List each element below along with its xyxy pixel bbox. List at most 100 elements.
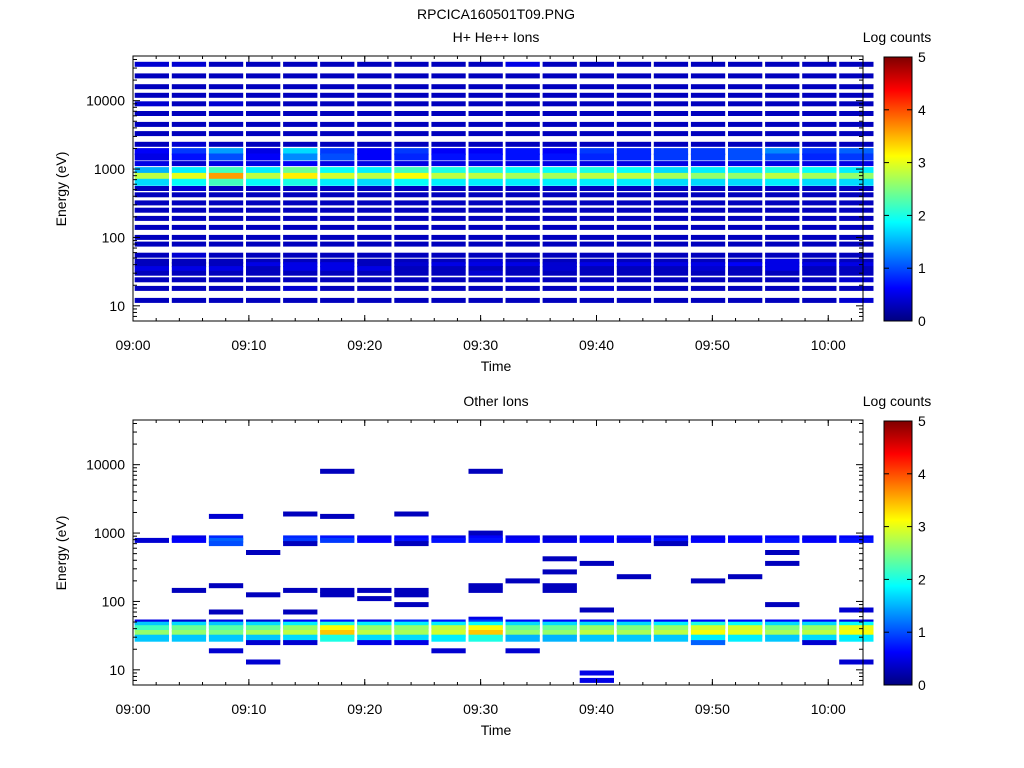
heatmap-cell [802,215,837,221]
heatmap-cell [283,511,318,517]
heatmap-cell [320,121,355,127]
heatmap-cell [839,161,874,167]
heatmap-cell [616,121,652,127]
heatmap-cell [134,537,169,543]
heatmap-cell [134,153,169,161]
heatmap-cell [320,587,355,593]
heatmap-cell [134,234,169,240]
heatmap-cell [579,153,614,161]
heatmap-cell [283,541,318,547]
heatmap-cell [171,131,207,137]
heatmap-cell [320,215,355,221]
colorbar-tick-label: 4 [918,102,926,118]
heatmap-cell [728,186,763,191]
heatmap-cell [765,131,800,137]
heatmap-cell [542,537,577,543]
heatmap-cell [208,200,244,206]
heatmap-cell [246,297,281,303]
heatmap-cell [394,511,429,517]
heatmap-cell [468,92,503,98]
colorbar-tick-label: 4 [918,466,926,482]
heatmap-cell [468,277,503,283]
heatmap-cell [542,241,577,247]
heatmap-cell [394,537,429,543]
heatmap-cell [468,178,503,186]
heatmap-cell [468,73,503,79]
heatmap-cell [394,277,429,283]
heatmap-cell [839,200,874,206]
heatmap-cell [320,101,355,107]
heatmap-cell [616,270,652,276]
heatmap-cell [283,241,318,247]
heatmap-cell [357,141,392,147]
heatmap-cell [616,131,652,137]
heatmap-cell [728,285,763,291]
heatmap-cell [246,161,281,167]
heatmap-cell [468,583,503,589]
heatmap-cell [765,178,800,186]
heatmap-cell [728,61,763,67]
heatmap-cell [171,167,207,175]
heatmap-cell [765,224,800,230]
heatmap-cell [802,277,837,283]
y-axis-label: Energy (eV) [53,516,69,591]
heatmap-cell [802,297,837,303]
heatmap-cell [283,234,318,240]
heatmap-cell [765,61,800,67]
heatmap-cell [690,141,726,147]
colorbar-tick-label: 3 [918,155,926,171]
heatmap-cell [431,192,466,198]
heatmap-cell [653,141,689,147]
heatmap-cell [765,262,800,268]
heatmap-cell [542,84,577,90]
heatmap-cell [394,73,429,79]
heatmap-cell [171,148,207,156]
heatmap-cell [283,148,318,156]
heatmap-cell [134,241,169,247]
heatmap-cell [208,148,244,156]
x-tick-label: 10:00 [811,337,846,353]
heatmap-cell [505,153,540,161]
heatmap-cell [728,207,763,213]
heatmap-cell [579,234,614,240]
heatmap-cell [653,121,689,127]
colorbar-tick-label: 3 [918,519,926,535]
heatmap-cell [653,258,689,264]
heatmap-cell [283,153,318,161]
heatmap-cell [320,262,355,268]
heatmap-cell [394,92,429,98]
x-tick-label: 09:00 [115,701,150,717]
heatmap-cell [802,241,837,247]
heatmap-cell [431,84,466,90]
plot-frame [132,419,864,686]
heatmap-cell [728,625,763,633]
heatmap-cell [728,172,763,180]
heatmap-cell [690,262,726,268]
heatmap-cell [839,84,874,90]
heatmap-cell [728,266,763,272]
heatmap-cell [616,297,652,303]
heatmap-cell [431,277,466,283]
heatmap-cell [468,241,503,247]
heatmap-cell [283,111,318,116]
heatmap-cell [839,659,874,665]
heatmap-cell [765,215,800,221]
heatmap-cell [579,61,614,67]
heatmap-cell [283,537,318,543]
heatmap-cell [690,92,726,98]
heatmap-cell [394,148,429,156]
heatmap-cell [728,634,763,642]
heatmap-cell [208,252,244,258]
heatmap-cell [765,241,800,247]
heatmap-cell [283,141,318,147]
heatmap-cell [320,224,355,230]
heatmap-cell [802,252,837,258]
heatmap-cell [690,167,726,175]
heatmap-cell [653,252,689,258]
heatmap-cell [690,161,726,167]
heatmap-cell [394,101,429,107]
heatmap-cell [431,161,466,167]
heatmap-cell [320,468,355,474]
heatmap-cell [468,616,503,622]
heatmap-cell [690,277,726,283]
